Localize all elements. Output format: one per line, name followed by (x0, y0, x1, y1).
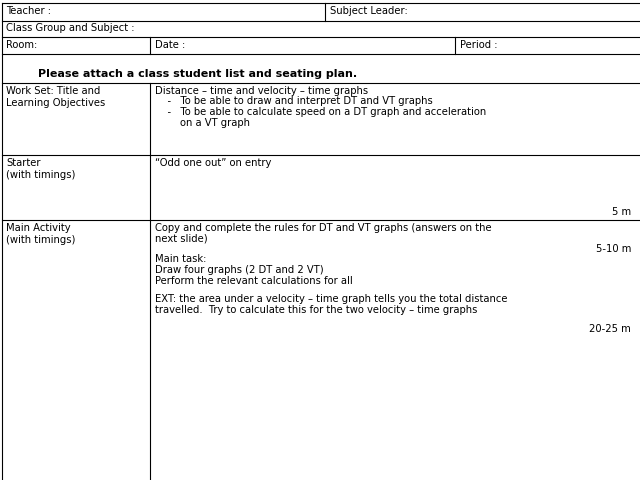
Text: Main task:: Main task: (155, 254, 206, 264)
Text: Class Group and Subject :: Class Group and Subject : (6, 23, 134, 33)
Text: next slide): next slide) (155, 233, 207, 243)
Text: travelled.  Try to calculate this for the two velocity – time graphs: travelled. Try to calculate this for the… (155, 305, 477, 315)
Text: Work Set: Title and
Learning Objectives: Work Set: Title and Learning Objectives (6, 86, 105, 108)
Text: Starter
(with timings): Starter (with timings) (6, 158, 76, 180)
Text: Teacher :: Teacher : (6, 6, 51, 16)
Text: EXT: the area under a velocity – time graph tells you the total distance: EXT: the area under a velocity – time gr… (155, 294, 508, 304)
Text: 5 m: 5 m (612, 207, 631, 217)
Text: Room:: Room: (6, 40, 37, 50)
Text: “Odd one out” on entry: “Odd one out” on entry (155, 158, 271, 168)
Text: Date :: Date : (155, 40, 185, 50)
Text: -   To be able to calculate speed on a DT graph and acceleration: - To be able to calculate speed on a DT … (155, 107, 486, 117)
Text: Perform the relevant calculations for all: Perform the relevant calculations for al… (155, 276, 353, 286)
Text: Draw four graphs (2 DT and 2 VT): Draw four graphs (2 DT and 2 VT) (155, 265, 324, 275)
Text: Please attach a class student list and seating plan.: Please attach a class student list and s… (38, 69, 357, 79)
Text: Subject Leader:: Subject Leader: (330, 6, 408, 16)
Text: Copy and complete the rules for DT and VT graphs (answers on the: Copy and complete the rules for DT and V… (155, 223, 492, 233)
Text: 5-10 m: 5-10 m (596, 244, 631, 254)
Text: Main Activity
(with timings): Main Activity (with timings) (6, 223, 76, 245)
Text: Distance – time and velocity – time graphs: Distance – time and velocity – time grap… (155, 86, 368, 96)
Text: on a VT graph: on a VT graph (155, 118, 250, 128)
Text: Period :: Period : (460, 40, 497, 50)
Text: 20-25 m: 20-25 m (589, 324, 631, 334)
Text: -   To be able to draw and interpret DT and VT graphs: - To be able to draw and interpret DT an… (155, 96, 433, 107)
